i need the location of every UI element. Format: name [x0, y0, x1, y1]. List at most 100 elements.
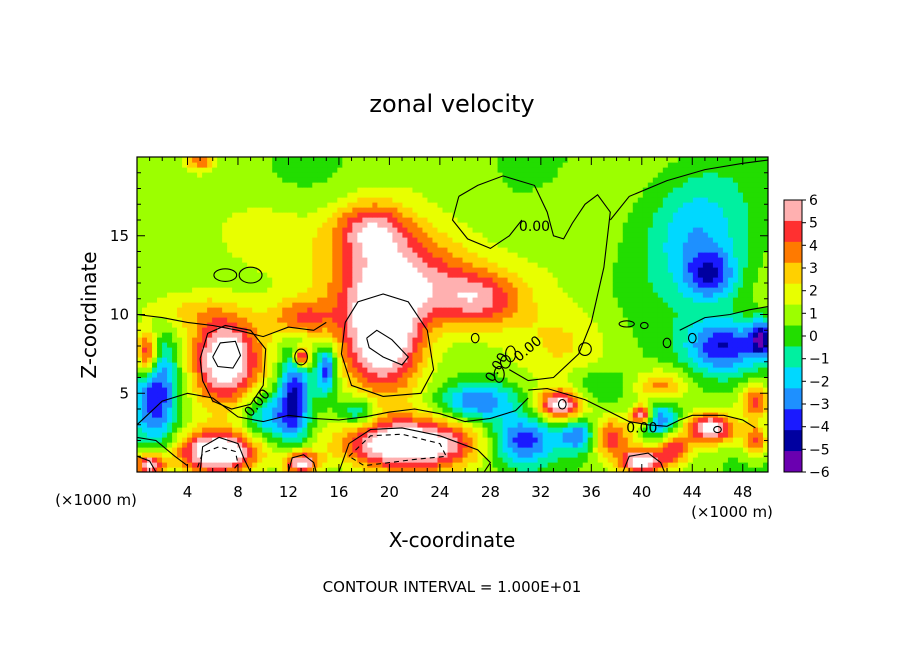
heatmap-cell — [252, 397, 258, 403]
heatmap-cell — [162, 427, 168, 433]
heatmap-cell — [312, 432, 318, 438]
heatmap-cell — [607, 422, 614, 428]
heatmap-cell — [462, 277, 469, 283]
heatmap-cell — [657, 407, 664, 413]
heatmap-cell — [717, 417, 724, 423]
heatmap-cell — [742, 327, 749, 333]
heatmap-cell — [487, 327, 494, 333]
heatmap-cell — [702, 337, 709, 343]
heatmap-cell — [697, 302, 704, 308]
heatmap-cell — [217, 307, 223, 313]
heatmap-cell — [497, 407, 504, 413]
heatmap-cell — [547, 287, 554, 293]
heatmap-cell — [452, 452, 459, 458]
heatmap-cell — [587, 302, 594, 308]
heatmap-cell — [192, 357, 198, 363]
heatmap-cell — [202, 297, 208, 303]
heatmap-cell — [757, 387, 764, 393]
heatmap-cell — [637, 422, 644, 428]
heatmap-cell — [742, 312, 749, 318]
heatmap-cell — [197, 327, 203, 333]
heatmap-cell — [722, 322, 729, 328]
heatmap-cell — [307, 282, 313, 288]
heatmap-cell — [297, 352, 303, 358]
heatmap-cell — [552, 317, 559, 323]
heatmap-cell — [192, 452, 198, 458]
heatmap-cell — [617, 297, 624, 303]
heatmap-cell — [152, 372, 158, 378]
heatmap-cell — [507, 467, 514, 472]
heatmap-cell — [307, 342, 313, 348]
heatmap-cell — [327, 322, 333, 328]
heatmap-cell — [507, 302, 514, 308]
heatmap-cell — [222, 312, 228, 318]
heatmap-cell — [182, 397, 188, 403]
heatmap-cell — [582, 307, 589, 313]
heatmap-cell — [237, 387, 243, 393]
heatmap-cell — [182, 447, 188, 453]
heatmap-cell — [157, 332, 163, 338]
heatmap-cell — [657, 352, 664, 358]
heatmap-cell — [457, 367, 464, 373]
heatmap-cell — [542, 352, 549, 358]
heatmap-cell — [427, 327, 434, 333]
heatmap-cell — [757, 427, 764, 433]
heatmap-cell — [337, 297, 343, 303]
heatmap-cell — [212, 307, 218, 313]
heatmap-cell — [627, 372, 634, 378]
heatmap-cell — [587, 442, 594, 448]
heatmap-cell — [342, 282, 348, 288]
heatmap-cell — [632, 412, 639, 418]
heatmap-cell — [737, 467, 744, 472]
heatmap-cell — [227, 317, 233, 323]
heatmap-cell — [142, 377, 148, 383]
heatmap-cell — [212, 402, 218, 408]
heatmap-cell — [567, 442, 574, 448]
heatmap-cell — [602, 297, 609, 303]
heatmap-cell — [457, 297, 464, 303]
heatmap-cell — [522, 277, 529, 283]
heatmap-cell — [457, 337, 464, 343]
heatmap-cell — [282, 307, 288, 313]
heatmap-cell — [312, 382, 318, 388]
heatmap-cell — [337, 322, 343, 328]
heatmap-cell — [387, 272, 394, 278]
heatmap-cell — [597, 412, 604, 418]
heatmap-cell — [612, 282, 619, 288]
heatmap-cell — [157, 317, 163, 323]
heatmap-cell — [467, 332, 474, 338]
heatmap-cell — [317, 312, 323, 318]
heatmap-cell — [577, 377, 584, 383]
heatmap-cell — [587, 292, 594, 298]
heatmap-cell — [702, 392, 709, 398]
heatmap-cell — [337, 432, 343, 438]
heatmap-cell — [262, 397, 268, 403]
heatmap-cell — [192, 457, 198, 463]
heatmap-cell — [392, 342, 399, 348]
heatmap-cell — [442, 432, 449, 438]
heatmap-cell — [212, 272, 218, 278]
heatmap-cell — [207, 437, 213, 443]
heatmap-cell — [427, 392, 434, 398]
heatmap-cell — [762, 452, 768, 458]
heatmap-cell — [422, 412, 429, 418]
heatmap-cell — [492, 387, 499, 393]
heatmap-cell — [272, 452, 278, 458]
heatmap-cell — [672, 282, 679, 288]
heatmap-cell — [582, 352, 589, 358]
heatmap-cell — [707, 327, 714, 333]
heatmap-cell — [662, 457, 669, 463]
heatmap-cell — [227, 422, 233, 428]
heatmap-cell — [577, 452, 584, 458]
heatmap-cell — [497, 427, 504, 433]
heatmap-cell — [362, 402, 368, 408]
heatmap-cell — [157, 367, 163, 373]
heatmap-cell — [212, 407, 218, 413]
heatmap-cell — [682, 422, 689, 428]
heatmap-cell — [722, 362, 729, 368]
heatmap-cell — [347, 287, 353, 293]
heatmap-cell — [282, 347, 288, 353]
heatmap-cell — [372, 387, 378, 393]
heatmap-cell — [447, 462, 454, 468]
heatmap-cell — [612, 437, 619, 443]
